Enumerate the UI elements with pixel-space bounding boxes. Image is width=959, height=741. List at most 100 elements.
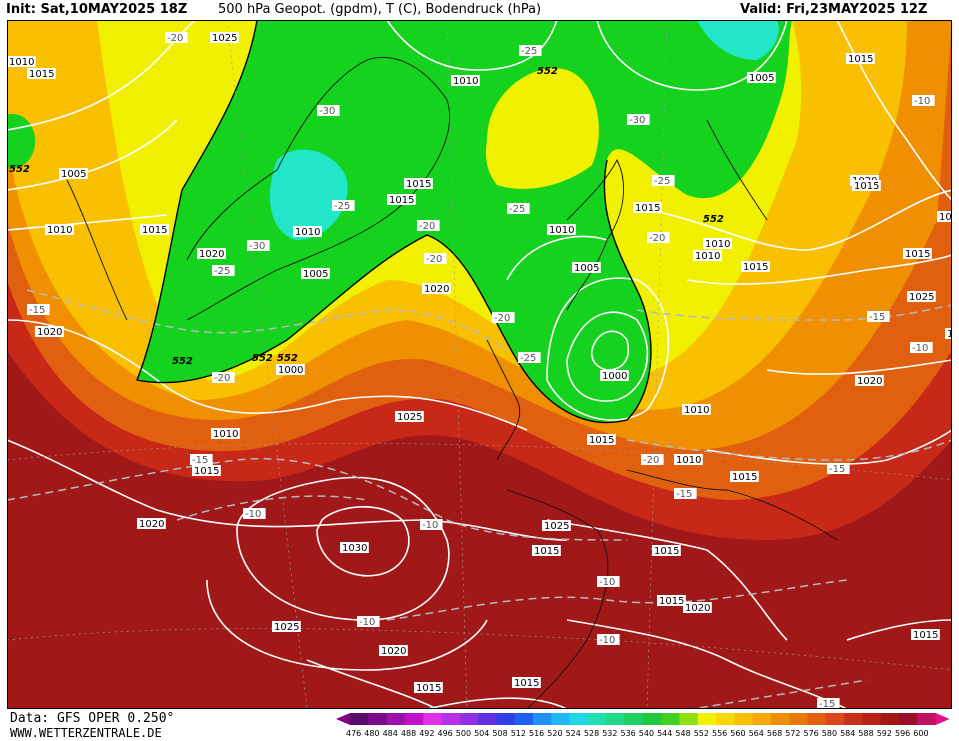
legend-level-label: 572 [785, 729, 800, 738]
pressure-label-bg [937, 211, 952, 222]
pressure-label-bg [741, 261, 770, 272]
temperature-label: -20 [214, 373, 230, 384]
legend-level-label: 576 [804, 729, 819, 738]
pressure-label: 1005 [574, 263, 599, 274]
legend-level-label: 504 [474, 729, 489, 738]
legend-swatch [404, 713, 424, 725]
legend-level-label: 528 [584, 729, 599, 738]
pressure-label-bg [693, 250, 722, 261]
pressure-label-bg [652, 545, 681, 556]
pressure-label-bg [945, 328, 952, 339]
temperature-label: -10 [599, 635, 615, 646]
legend-level-label: 512 [511, 729, 526, 738]
temperature-label: -20 [167, 33, 183, 44]
pressure-label-bg [846, 53, 875, 64]
pressure-label: 1010 [213, 429, 238, 440]
legend-level-label: 540 [639, 729, 654, 738]
geopotential-label: 552 [703, 214, 724, 225]
pressure-label-bg [852, 180, 881, 191]
pressure-label: 1025 [212, 33, 237, 44]
temperature-label-bg [507, 203, 530, 214]
pressure-label-bg [137, 518, 166, 529]
legend-arrow-left [336, 713, 350, 725]
pressure-label-bg [197, 248, 226, 259]
temperature-label: -15 [192, 455, 208, 466]
temperature-label-bg [597, 634, 620, 645]
legend-swatch [533, 713, 552, 725]
coastlines [66, 56, 838, 709]
pressure-label-bg [210, 32, 239, 43]
pressure-label-bg [272, 621, 301, 632]
pressure-label: 1020 [199, 249, 224, 260]
geopotential-label: 552 [9, 164, 30, 175]
legend-level-label: 584 [840, 729, 855, 738]
pressure-label-bg [451, 75, 480, 86]
temperature-label-bg [357, 616, 380, 627]
temperature-label-bg [827, 463, 850, 474]
legend-swatch [752, 713, 772, 725]
temperature-label-bg [212, 372, 235, 383]
pressure-label-bg [587, 434, 616, 445]
legend-swatch [606, 713, 625, 725]
legend-level-label: 532 [602, 729, 617, 738]
legend-level-label: 592 [877, 729, 892, 738]
isobars [7, 20, 952, 709]
pressure-label-bg [572, 262, 601, 273]
temperature-label: -15 [869, 312, 885, 323]
pressure-label-bg [340, 542, 369, 553]
legend-swatch [917, 713, 937, 725]
legend-swatch [880, 713, 900, 725]
pressure-label: 1015 [589, 435, 614, 446]
legend-swatch [569, 713, 589, 725]
pressure-label: 1015 [947, 329, 952, 340]
pressure-label: 1000 [602, 371, 627, 382]
pressure-label: 1010 [695, 251, 720, 262]
pressure-label: 1025 [909, 292, 934, 303]
legend-level-label: 580 [822, 729, 837, 738]
legend-swatch [624, 713, 644, 725]
legend-swatch [661, 713, 680, 725]
pressure-label-bg [682, 404, 711, 415]
temperature-label: -15 [29, 305, 45, 316]
pressure-label: 1015 [406, 179, 431, 190]
legend-swatch [350, 713, 369, 725]
pressure-label: 1015 [194, 466, 219, 477]
temperature-label: -30 [319, 106, 335, 117]
pressure-label: 1015 [854, 181, 879, 192]
pressure-label-bg [379, 645, 408, 656]
map-header: Init: Sat,10MAY2025 18Z 500 hPa Geopot. … [0, 0, 959, 20]
pressure-label-bg [211, 428, 240, 439]
geopotential-label: 552 [252, 353, 273, 364]
pressure-label: 1015 [635, 203, 660, 214]
pressure-label: 1010 [705, 239, 730, 250]
pressure-label: 1015 [743, 262, 768, 273]
pressure-label: 1020 [381, 646, 406, 657]
pressure-label: 1015 [389, 195, 414, 206]
legend-level-label: 496 [438, 729, 453, 738]
geopotential-label: 552 [277, 353, 298, 364]
pressure-label: 1010 [453, 76, 478, 87]
temperature-label: -30 [629, 115, 645, 126]
geopotential-labels: 552 552 552 552 552 552 [9, 66, 724, 367]
pressure-label-bg [730, 471, 759, 482]
temperature-label-bg [652, 175, 675, 186]
legend-level-label: 508 [492, 729, 507, 738]
pressure-label: 1015 [534, 546, 559, 557]
legend-swatch [770, 713, 790, 725]
pressure-label: 1015 [514, 678, 539, 689]
valid-time: Valid: Fri,23MAY2025 12Z [740, 2, 928, 17]
pressure-label-bg [404, 178, 433, 189]
legend-swatch [679, 713, 699, 725]
temperature-label-bg [597, 576, 620, 587]
legend-level-label: 548 [675, 729, 690, 738]
pressure-label-bg [27, 68, 56, 79]
pressure-label-bg [387, 194, 416, 205]
temperature-label-bg [674, 488, 697, 499]
legend-swatch [441, 713, 461, 725]
legend-level-label: 480 [364, 729, 379, 738]
pressure-label-bg [395, 411, 424, 422]
temperature-label-bg [424, 253, 447, 264]
temperature-label-bg [867, 311, 890, 322]
pressure-label: 1020 [857, 376, 882, 387]
